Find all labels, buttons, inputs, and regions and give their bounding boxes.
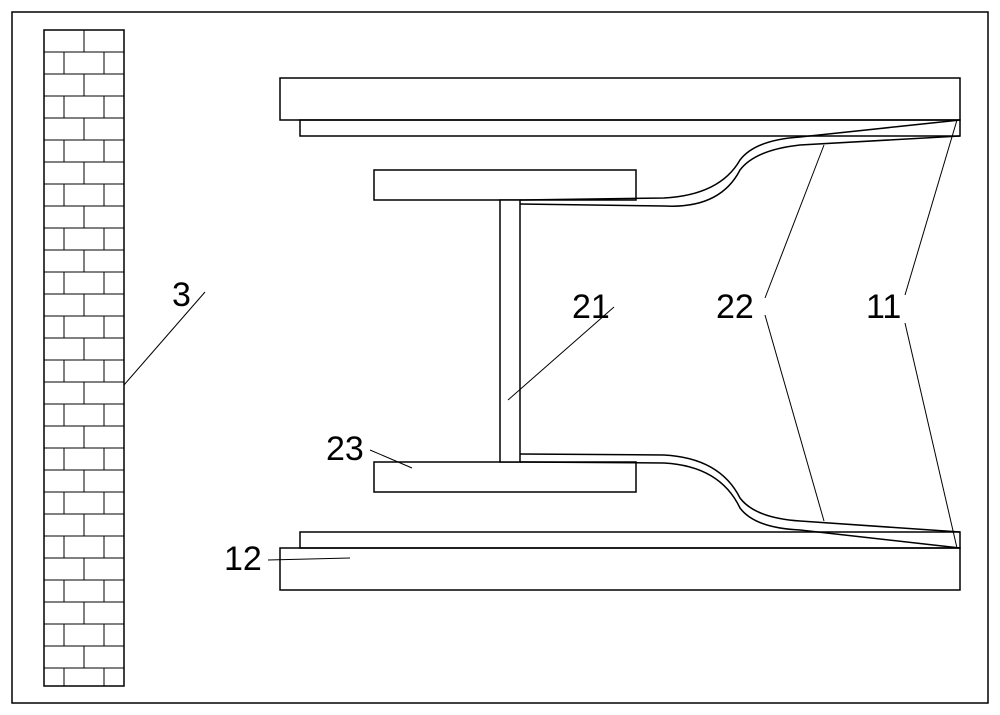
- ibeam-top-flange: [374, 170, 636, 200]
- technical-diagram: 3 12 23 21 22 11: [0, 0, 1000, 715]
- ibeam-bottom-flange: [374, 462, 636, 492]
- label-text-23: 23: [326, 430, 364, 468]
- label-text-11: 11: [866, 288, 901, 326]
- label-text-12: 12: [224, 540, 262, 578]
- label-text-3: 3: [172, 276, 191, 314]
- label-text-21: 21: [572, 288, 610, 326]
- ibeam-web: [500, 200, 520, 462]
- label-text-22: 22: [716, 288, 754, 326]
